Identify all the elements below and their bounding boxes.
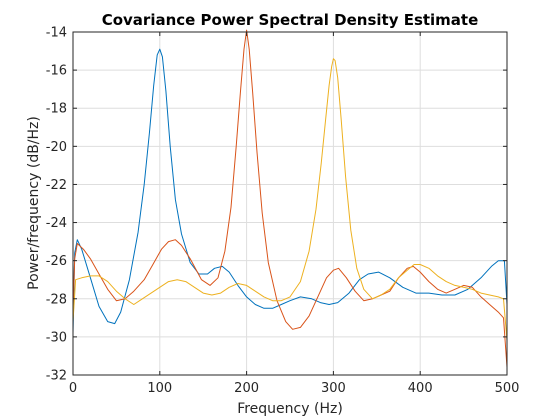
x-tick-label: 200 [234, 381, 259, 396]
y-tick-label: -14 [46, 26, 67, 41]
grid-lines [72, 31, 508, 376]
y-tick-label: -30 [46, 330, 67, 345]
x-tick-label: 0 [69, 381, 77, 396]
axis-ticks: 0 100 200 300 400 500 -32 -30 -28 -26 -24 -22 -20 -18… [46, 26, 520, 397]
plot-series [72, 29, 508, 368]
x-tick-label: 400 [408, 381, 433, 396]
y-axis-label: Power/frequency (dB/Hz) [26, 116, 42, 290]
chart-title: Covariance Power Spectral Density Estima… [102, 11, 479, 29]
series-line-3 [72, 58, 508, 341]
x-tick-label: 300 [321, 381, 346, 396]
y-tick-label: -18 [46, 102, 67, 117]
y-tick-label: -16 [46, 64, 67, 79]
y-tick-label: -28 [46, 292, 67, 307]
series-line-2 [72, 29, 508, 368]
x-axis-label: Frequency (Hz) [237, 401, 343, 417]
x-tick-label: 100 [147, 381, 172, 396]
series-line-1 [72, 48, 508, 334]
y-tick-label: -32 [46, 369, 67, 384]
y-tick-label: -20 [46, 140, 67, 155]
y-tick-label: -24 [46, 216, 67, 231]
y-tick-label: -26 [46, 254, 67, 269]
axes-frame [72, 31, 508, 376]
x-tick-label: 500 [495, 381, 520, 396]
y-tick-label: -22 [46, 178, 67, 193]
